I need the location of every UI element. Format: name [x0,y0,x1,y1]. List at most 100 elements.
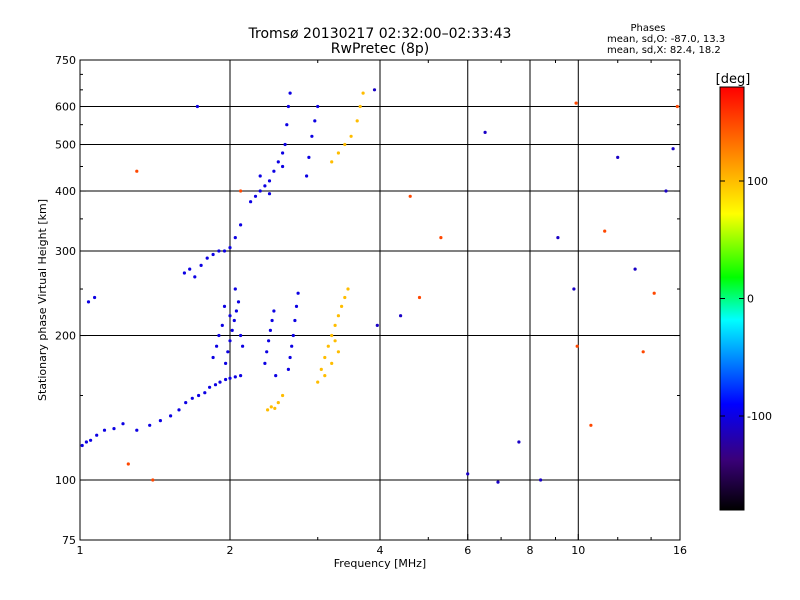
y-tick-label: 100 [55,474,76,487]
data-point [293,318,297,323]
data-point [572,287,576,291]
data-point [288,355,292,360]
y-tick-label: 300 [55,245,76,258]
data-point [633,267,637,271]
data-point [330,160,334,164]
data-point [288,91,292,95]
data-point [333,323,337,327]
y-tick-label: 75 [62,534,76,547]
data-point [190,396,194,400]
data-point [285,123,289,127]
data-point [316,380,320,384]
data-point [151,478,155,482]
chart-subtitle: RwPretec (8p) [331,41,429,57]
data-point [86,300,91,304]
data-point [228,376,232,380]
data-point [290,344,294,348]
data-point [372,88,377,92]
data-point [222,249,227,253]
data-point [239,374,243,378]
data-point [265,350,269,354]
data-point [205,256,209,260]
data-point [281,164,285,169]
data-point [211,252,215,257]
colorbar-label: [deg] [716,72,751,87]
data-point [126,462,130,466]
data-point [323,355,327,360]
data-point [217,249,221,253]
data-point [234,309,238,313]
data-point [135,428,139,432]
grid [80,60,680,540]
x-axis-ticks: 1 2 4 6 8 10 16 [77,60,687,557]
data-point [641,350,645,354]
data-point [239,189,243,193]
data-point [286,367,290,371]
data-point [266,408,270,412]
data-point [466,472,470,476]
data-point [263,361,267,365]
y-tick-label: 400 [55,185,76,198]
x-tick-label: 10 [571,544,585,557]
data-point [305,174,309,178]
data-point [539,478,543,482]
data-point [326,344,330,348]
data-point [349,134,353,138]
data-point [336,350,340,354]
data-point [215,344,219,348]
x-tick-label: 1 [77,544,84,557]
colorbar-ticks: 100 0 -100 [720,175,772,423]
data-point [664,189,668,193]
data-point [330,361,334,365]
data-point [671,147,675,151]
data-point [323,374,327,378]
y-tick-label: 600 [55,101,76,114]
data-point [258,189,262,193]
phases-line-o: mean, sd,O: -87.0, 13.3 [607,34,725,45]
data-point [211,355,215,360]
data-point [208,385,212,389]
data-point [135,169,139,173]
data-point [213,383,218,387]
chart-title: Tromsø 20130217 02:32:00–02:33:43 [248,26,512,42]
data-point [336,314,340,318]
data-point [575,344,579,348]
x-tick-label: 4 [377,544,384,557]
data-point [272,169,276,173]
data-point [239,333,243,338]
data-point [121,422,125,426]
colorbar-tick-label: 100 [747,175,768,188]
data-point [228,339,232,343]
data-point [319,367,323,371]
data-point [184,401,188,405]
data-point [272,309,276,313]
data-point [333,339,337,343]
data-point [241,344,245,348]
data-point [188,267,192,271]
data-point [330,333,334,338]
data-point [270,318,274,323]
y-axis-label: Stationary phase Virtual Height [km] [36,199,49,401]
data-point [267,192,272,196]
data-point [112,427,116,431]
data-point [226,350,230,354]
data-point [233,236,237,240]
data-point [182,271,186,275]
data-point [375,323,379,327]
data-point [222,304,227,308]
data-point [84,440,88,444]
data-point [296,291,300,295]
data-point [336,151,340,155]
data-point [307,155,311,159]
data-point [203,391,207,395]
x-axis-label: Frequency [MHz] [334,557,426,570]
data-point [286,104,290,109]
data-point [399,314,403,318]
colorbar-tick-label: -100 [747,410,772,423]
phases-heading: Phases [630,23,665,34]
data-point [195,104,199,109]
data-point [343,295,347,300]
data-point [218,380,222,384]
data-point [346,287,350,291]
